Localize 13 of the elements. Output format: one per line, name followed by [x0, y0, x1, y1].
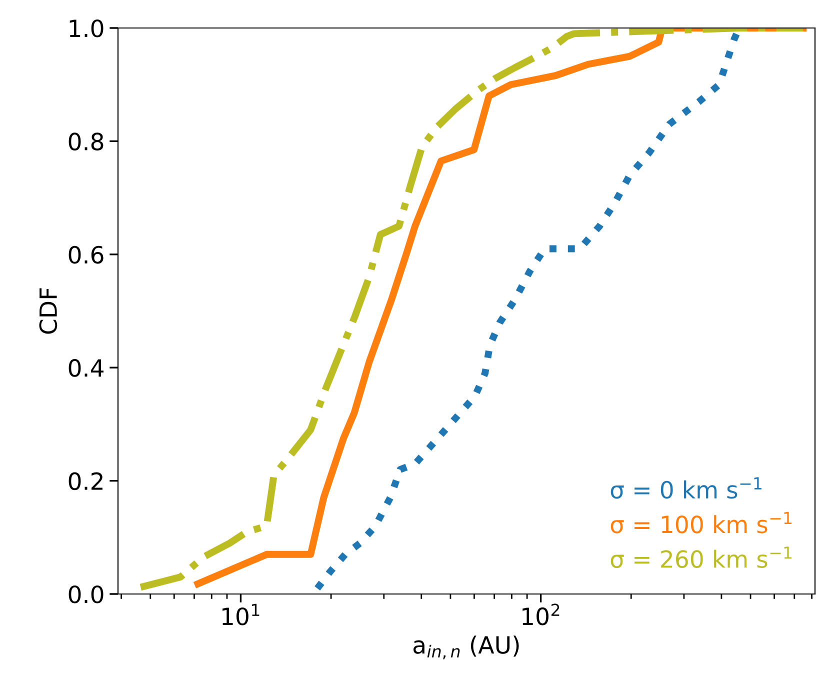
x-tick-label: 10$^{1}$ — [222, 604, 260, 626]
x-tick-label: 10$^{2}$ — [522, 604, 560, 626]
y-tick-label: 0.0 — [68, 585, 104, 604]
text: σ = 100 km s$^{−1}$ — [610, 512, 792, 534]
y-tick-label: 0.6 — [68, 246, 104, 264]
y-axis-title: CDF — [39, 288, 58, 334]
text: σ = 0 km s$^{−1}$ — [610, 477, 762, 499]
text: σ = 260 km s$^{−1}$ — [610, 546, 792, 568]
y-tick-label: 1.0 — [70, 19, 104, 38]
y-tick-label: 0.2 — [68, 472, 102, 490]
x-axis-title: a$_{in,n}$ (AU) — [413, 636, 519, 660]
y-tick-label: 0.4 — [68, 359, 104, 377]
y-tick-label: 0.8 — [68, 132, 104, 151]
